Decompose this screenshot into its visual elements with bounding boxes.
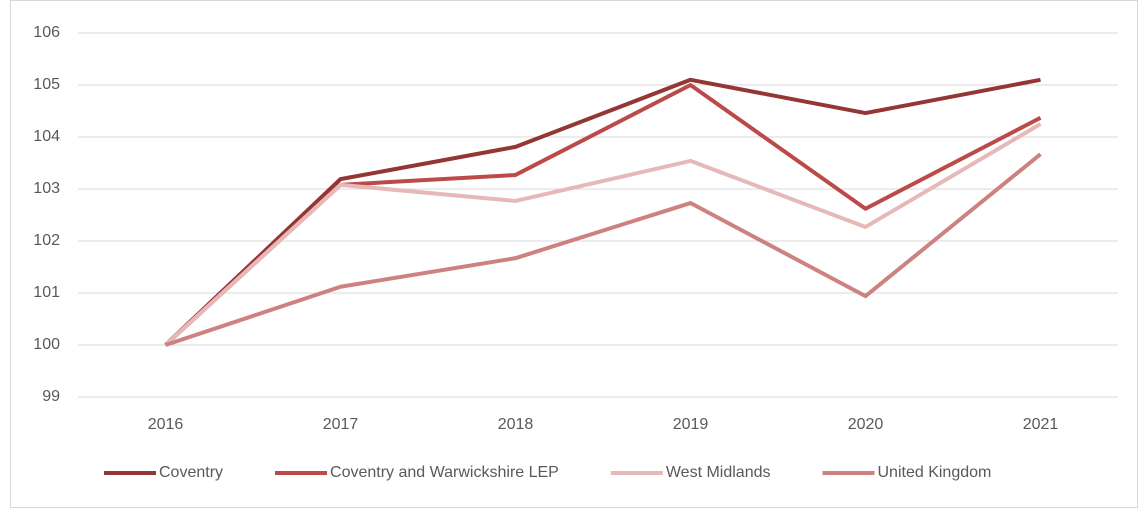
legend-label: Coventry <box>159 464 223 481</box>
x-tick-label: 2017 <box>323 416 359 433</box>
y-tick-label: 103 <box>33 180 60 197</box>
y-tick-label: 100 <box>33 336 60 353</box>
x-tick-label: 2018 <box>498 416 534 433</box>
y-tick-label: 106 <box>33 24 60 41</box>
x-tick-label: 2020 <box>848 416 884 433</box>
y-tick-label: 99 <box>42 388 60 405</box>
x-tick-label: 2016 <box>148 416 184 433</box>
legend-label: Coventry and Warwickshire LEP <box>330 464 559 481</box>
x-tick-label: 2019 <box>673 416 709 433</box>
y-tick-label: 101 <box>33 284 60 301</box>
y-tick-label: 105 <box>33 76 60 93</box>
series-line <box>164 122 1042 347</box>
y-tick-label: 104 <box>33 128 60 145</box>
legend-label: United Kingdom <box>878 464 992 481</box>
series-line <box>164 152 1042 347</box>
series-line <box>164 77 1041 347</box>
x-tick-label: 2021 <box>1023 416 1059 433</box>
legend-label: West Midlands <box>666 464 771 481</box>
y-tick-label: 102 <box>33 232 60 249</box>
